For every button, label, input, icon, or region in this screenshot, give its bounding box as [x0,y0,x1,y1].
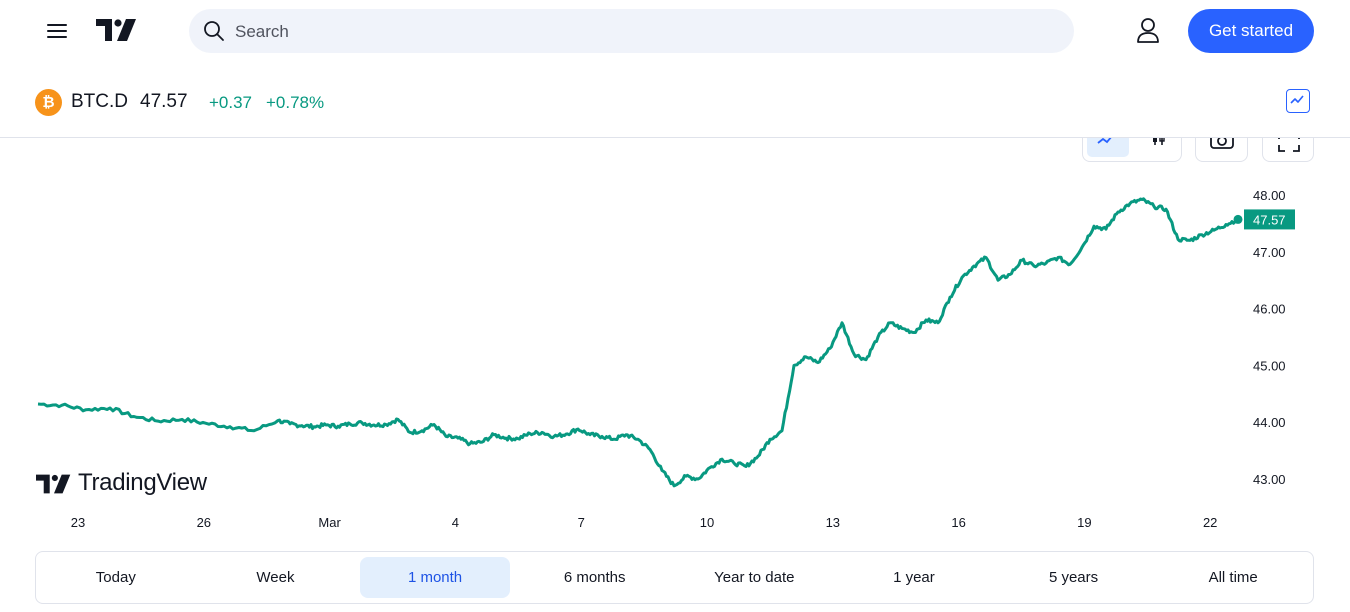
y-tick-label: 44.00 [1253,415,1286,430]
candlestick-icon [1153,138,1165,145]
y-tick-label: 48.00 [1253,188,1286,203]
chart-area: 48.00 47.00 46.00 45.00 44.00 43.00 47.57 23 26 M… [0,138,1350,548]
range-1-month[interactable]: 1 month [360,557,510,598]
range-5-years[interactable]: 5 years [999,557,1149,598]
line-chart-button[interactable] [1082,138,1182,162]
x-tick-label: 26 [197,515,211,530]
x-tick-label: 19 [1077,515,1091,530]
tradingview-logo-icon[interactable] [96,18,138,42]
bitcoin-icon: ₿ [35,89,62,116]
line-chart-icon [1097,138,1112,144]
get-started-button[interactable]: Get started [1188,9,1314,53]
symbol-header: ₿ BTC.D 47.57 +0.37 +0.78% [0,80,1350,124]
x-tick-label: Mar [318,515,341,530]
last-price-dot [1233,214,1243,224]
y-tick-label: 45.00 [1253,358,1286,373]
last-price-badge [1244,209,1295,230]
search-bar[interactable] [189,9,1074,55]
range-6-months[interactable]: 6 months [520,557,670,598]
user-icon[interactable] [1130,14,1166,48]
range-today[interactable]: Today [41,557,191,598]
symbol-change-percent: +0.78% [266,93,325,112]
top-bar: Get started [0,0,1350,64]
y-tick-label: 46.00 [1253,302,1286,317]
menu-icon[interactable] [40,16,74,46]
search-input[interactable] [233,9,1037,55]
price-line [37,197,1239,488]
y-tick-label: 43.00 [1253,472,1286,487]
range-selector: Today Week 1 month 6 months Year to date 1 ye… [35,551,1314,604]
x-tick-label: 7 [578,515,585,530]
range-all-time[interactable]: All time [1158,557,1308,598]
last-price-label: 47.57 [1253,212,1286,227]
x-tick-label: 22 [1203,515,1217,530]
symbol-name: BTC.D [71,91,128,112]
watermark-text: TradingView [78,469,207,496]
tradingview-watermark-logo-icon [36,474,71,494]
range-year-to-date[interactable]: Year to date [680,557,830,598]
x-tick-label: 10 [700,515,714,530]
range-week[interactable]: Week [201,557,351,598]
fullscreen-icon [1278,138,1300,152]
open-chart-icon[interactable] [1286,89,1310,113]
symbol-price: 47.57 [140,91,188,112]
x-tick-label: 13 [826,515,840,530]
price-chart[interactable]: 48.00 47.00 46.00 45.00 44.00 43.00 47.57 23 26 M… [0,138,1350,548]
symbol-change: +0.37 [209,93,253,112]
snapshot-button[interactable] [1195,138,1248,162]
range-1-year[interactable]: 1 year [839,557,989,598]
camera-icon [1210,138,1234,149]
header-divider [0,137,1350,138]
search-icon [204,21,224,41]
y-tick-label: 47.00 [1253,245,1286,260]
x-tick-label: 16 [951,515,965,530]
x-tick-label: 23 [71,515,85,530]
x-tick-label: 4 [452,515,459,530]
fullscreen-button[interactable] [1262,138,1314,162]
